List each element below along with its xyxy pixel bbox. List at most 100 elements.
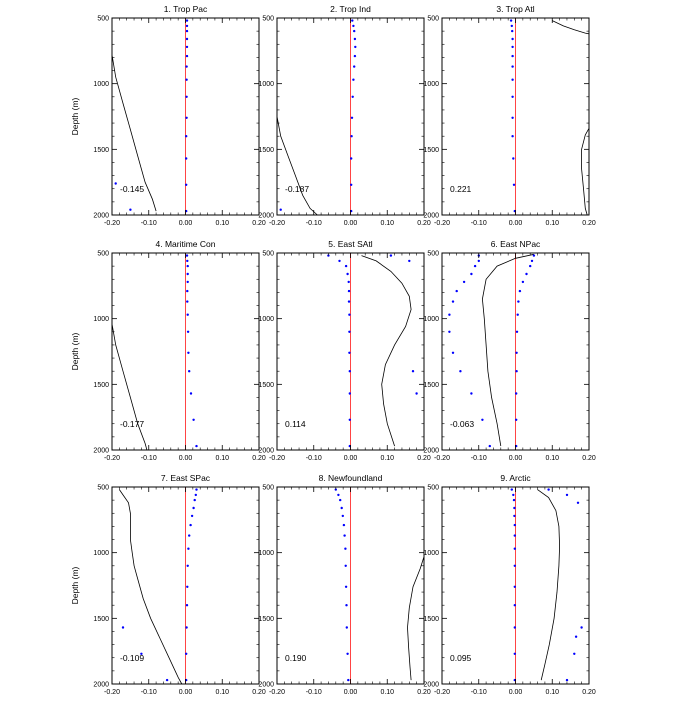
data-point: [354, 45, 357, 49]
x-tick-label: 0.10: [545, 455, 559, 462]
data-point: [350, 157, 353, 160]
data-point: [195, 444, 198, 448]
data-point: [348, 351, 351, 354]
data-point: [455, 289, 458, 293]
data-point: [511, 135, 514, 138]
x-tick-label: 0.10: [215, 220, 229, 227]
panel-2: 2. Trop Ind -0.20 -0.10 0.00 0.10 0.20 500 1000…: [258, 4, 430, 227]
x-tick-label: -0.20: [434, 455, 450, 462]
data-point: [341, 514, 344, 518]
data-point: [515, 351, 518, 354]
x-tick-label: 0.00: [179, 220, 193, 227]
x-tick-label: 0.20: [582, 220, 596, 227]
correlation-curve: [552, 20, 590, 216]
data-point: [186, 272, 189, 276]
y-tick-label: 1000: [423, 316, 439, 323]
data-point: [481, 418, 484, 421]
data-point: [185, 95, 188, 99]
panel-3: 3. Trop Atl -0.20 -0.10 0.00 0.10 0.20 500 1000…: [423, 4, 595, 227]
y-axis-label: Depth (m): [70, 566, 80, 604]
data-point: [165, 678, 169, 682]
data-point: [513, 626, 516, 629]
data-point: [185, 254, 189, 257]
correlation-curve: [111, 54, 157, 212]
x-tick-label: 0.20: [252, 455, 266, 462]
y-tick-label: 2000: [258, 448, 274, 455]
x-tick-label: -0.10: [141, 455, 157, 462]
panel-title: 6. East NPac: [491, 239, 541, 249]
data-point: [187, 351, 190, 354]
y-tick-label: 1500: [93, 147, 109, 154]
correlation-curve: [119, 489, 183, 685]
y-tick-label: 500: [262, 16, 274, 23]
y-tick-label: 2000: [93, 448, 109, 455]
data-point: [353, 54, 357, 58]
data-point: [510, 488, 513, 491]
correlation-curve: [537, 489, 561, 681]
data-point: [459, 370, 462, 373]
data-point: [529, 264, 532, 268]
x-tick-label: 0.00: [509, 455, 523, 462]
correlation-value: -0.187: [285, 184, 309, 194]
correlation-curve: [407, 556, 425, 681]
data-point: [345, 604, 348, 607]
x-tick-label: -0.20: [269, 220, 285, 227]
x-tick-label: -0.20: [269, 689, 285, 696]
data-point: [188, 534, 191, 537]
data-point: [512, 183, 516, 186]
data-point: [348, 330, 351, 333]
panel-1: 1. Trop Pac -0.20 -0.10 0.00 0.10 0.20 500 1000…: [70, 4, 266, 227]
y-tick-label: 1000: [258, 81, 274, 88]
data-point: [513, 523, 516, 527]
x-tick-label: 0.00: [344, 220, 358, 227]
data-point: [186, 264, 189, 268]
x-tick-label: -0.20: [434, 220, 450, 227]
y-tick-label: 500: [427, 251, 439, 258]
data-point: [185, 29, 189, 33]
panel-7: 7. East SPac -0.20 -0.10 0.00 0.10 0.20 500 100…: [70, 473, 266, 696]
data-point: [408, 259, 411, 263]
data-point: [565, 678, 569, 682]
y-tick-label: 1500: [423, 616, 439, 623]
x-tick-label: -0.10: [471, 455, 487, 462]
data-point: [517, 300, 520, 303]
data-point: [470, 392, 473, 395]
y-tick-label: 500: [262, 485, 274, 492]
data-point: [344, 547, 347, 550]
data-point: [351, 19, 354, 22]
correlation-value: 0.221: [450, 184, 472, 194]
data-point: [348, 313, 351, 316]
data-point: [448, 330, 451, 333]
data-point: [473, 264, 477, 268]
data-point: [573, 652, 576, 655]
data-point: [513, 604, 516, 607]
y-axis-label: Depth (m): [70, 97, 80, 135]
data-point: [347, 300, 351, 303]
panel-9: 9. Arctic -0.20 -0.10 0.00 0.10 0.20 500 1000 15…: [423, 473, 595, 696]
data-point: [186, 330, 190, 333]
x-tick-label: 0.10: [380, 455, 394, 462]
data-point: [350, 116, 354, 120]
data-point: [511, 116, 514, 120]
data-point: [511, 37, 514, 41]
data-point: [185, 19, 189, 22]
y-tick-label: 1500: [423, 382, 439, 389]
x-tick-label: 0.10: [380, 689, 394, 696]
data-point: [185, 626, 188, 629]
panel-title: 5. East SAtl: [328, 239, 373, 249]
x-tick-label: 0.20: [417, 455, 431, 462]
data-point: [346, 652, 349, 655]
panel-title: 9. Arctic: [500, 473, 531, 483]
data-point: [511, 29, 514, 33]
data-point: [532, 254, 536, 257]
data-point: [521, 280, 525, 284]
data-point: [186, 564, 189, 567]
correlation-value: 0.190: [285, 653, 307, 663]
data-point: [186, 585, 189, 588]
data-point: [190, 514, 194, 518]
data-point: [411, 370, 415, 373]
data-point: [327, 254, 330, 257]
x-tick-label: 0.00: [509, 220, 523, 227]
data-point: [129, 208, 132, 211]
